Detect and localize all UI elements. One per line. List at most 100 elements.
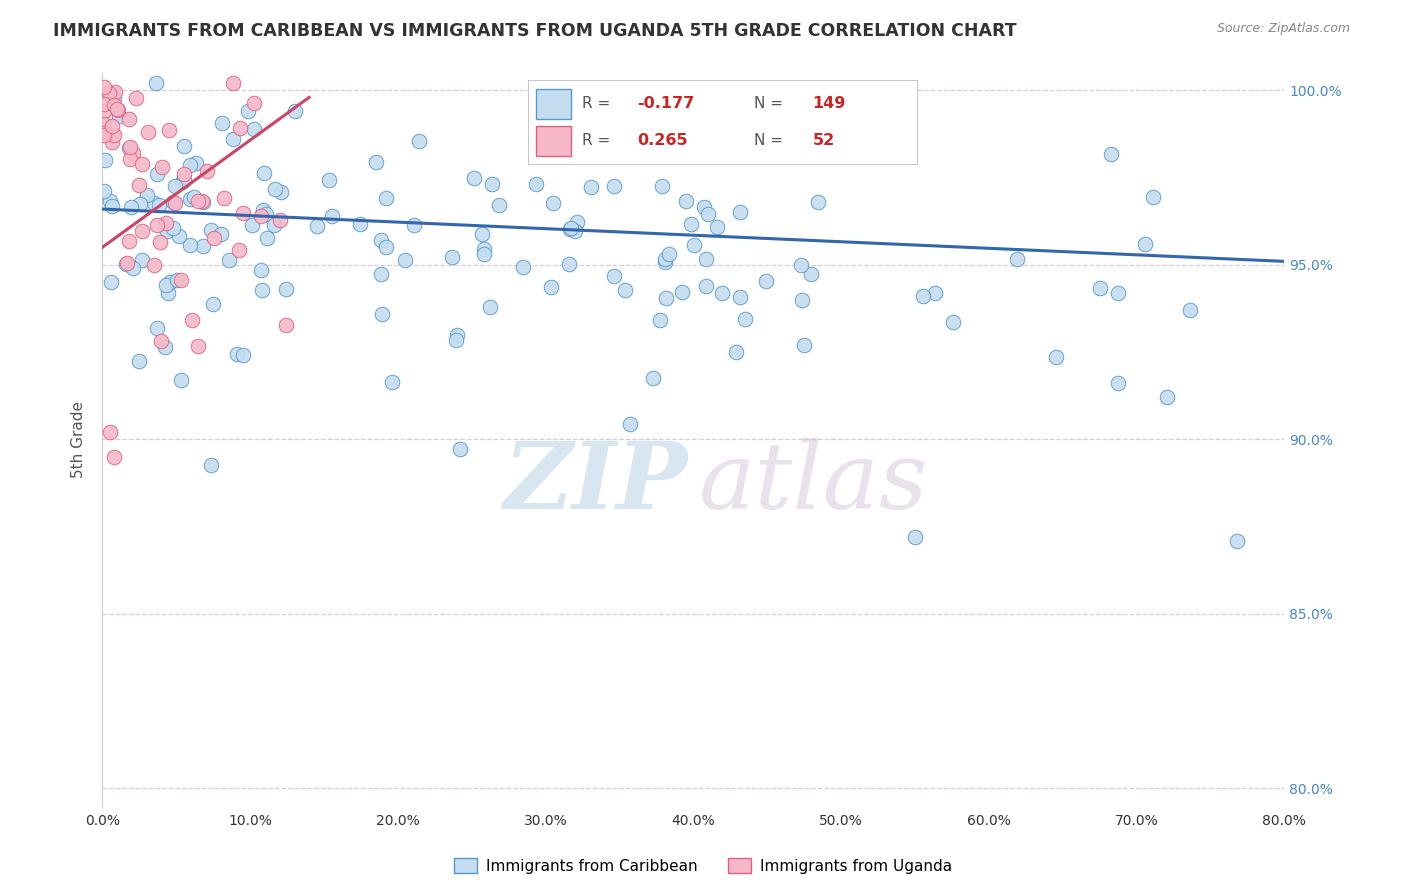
- Point: [276, 318, 298, 333]
- Point: [695, 279, 717, 293]
- Point: [1180, 303, 1202, 318]
- Point: [93, 104, 115, 119]
- Point: [269, 212, 291, 227]
- Point: [641, 371, 664, 385]
- Point: [238, 104, 260, 119]
- Point: [793, 338, 815, 352]
- Point: [93, 184, 115, 198]
- Point: [107, 103, 129, 118]
- Point: [695, 252, 717, 267]
- Point: [440, 250, 463, 264]
- Point: [101, 119, 124, 133]
- Point: [105, 102, 128, 116]
- Point: [374, 240, 396, 254]
- Point: [671, 285, 693, 299]
- Point: [162, 220, 184, 235]
- Point: [254, 207, 277, 221]
- Point: [148, 198, 170, 212]
- Point: [371, 307, 394, 321]
- Point: [181, 313, 204, 327]
- Point: [619, 417, 641, 431]
- Point: [218, 252, 240, 267]
- Point: [243, 96, 266, 111]
- Point: [681, 218, 703, 232]
- Point: [122, 260, 145, 275]
- Point: [104, 85, 127, 99]
- Point: [654, 252, 676, 266]
- Point: [924, 285, 946, 300]
- Point: [658, 247, 681, 261]
- Point: [103, 91, 125, 105]
- Point: [728, 205, 751, 219]
- Point: [179, 158, 201, 172]
- Point: [807, 195, 830, 210]
- Point: [100, 135, 122, 149]
- Point: [651, 179, 673, 194]
- Point: [187, 339, 209, 353]
- Point: [270, 186, 292, 200]
- Point: [755, 274, 778, 288]
- Point: [444, 333, 467, 347]
- Point: [118, 112, 141, 127]
- Point: [121, 145, 143, 160]
- Point: [131, 253, 153, 268]
- Point: [252, 203, 274, 218]
- Point: [654, 292, 676, 306]
- Point: [1090, 281, 1112, 295]
- Point: [942, 314, 965, 328]
- Point: [912, 289, 935, 303]
- Point: [790, 111, 813, 125]
- Point: [191, 194, 214, 209]
- Point: [118, 140, 141, 154]
- Text: Source: ZipAtlas.com: Source: ZipAtlas.com: [1216, 22, 1350, 36]
- Point: [370, 233, 392, 247]
- Point: [173, 167, 195, 181]
- Point: [613, 284, 636, 298]
- Point: [98, 425, 121, 440]
- Point: [128, 178, 150, 193]
- Point: [1133, 237, 1156, 252]
- Point: [103, 98, 125, 112]
- Point: [675, 194, 697, 209]
- Point: [242, 218, 264, 232]
- Point: [472, 247, 495, 261]
- Point: [232, 205, 254, 219]
- Point: [183, 190, 205, 204]
- Point: [650, 313, 672, 327]
- Point: [256, 231, 278, 245]
- Point: [120, 153, 142, 167]
- Point: [711, 286, 734, 301]
- Point: [706, 220, 728, 235]
- Point: [163, 178, 186, 193]
- Point: [603, 268, 626, 283]
- Point: [318, 172, 340, 186]
- Point: [375, 191, 398, 205]
- Point: [94, 153, 117, 168]
- Point: [155, 277, 177, 292]
- Point: [170, 273, 193, 287]
- Point: [558, 257, 581, 271]
- Point: [579, 179, 602, 194]
- Point: [402, 218, 425, 232]
- Point: [1099, 147, 1122, 161]
- Point: [222, 132, 245, 146]
- Point: [276, 282, 298, 296]
- Point: [1005, 252, 1028, 266]
- Point: [118, 141, 141, 155]
- Point: [211, 116, 233, 130]
- Point: [128, 354, 150, 368]
- Point: [904, 530, 927, 544]
- Point: [488, 198, 510, 212]
- Point: [100, 275, 122, 289]
- Point: [191, 238, 214, 252]
- Point: [1226, 533, 1249, 548]
- Point: [450, 442, 472, 456]
- Point: [179, 238, 201, 252]
- Point: [156, 285, 179, 300]
- Point: [163, 195, 186, 210]
- Point: [472, 243, 495, 257]
- Point: [471, 227, 494, 242]
- Point: [228, 244, 250, 258]
- Point: [512, 260, 534, 275]
- Point: [225, 347, 247, 361]
